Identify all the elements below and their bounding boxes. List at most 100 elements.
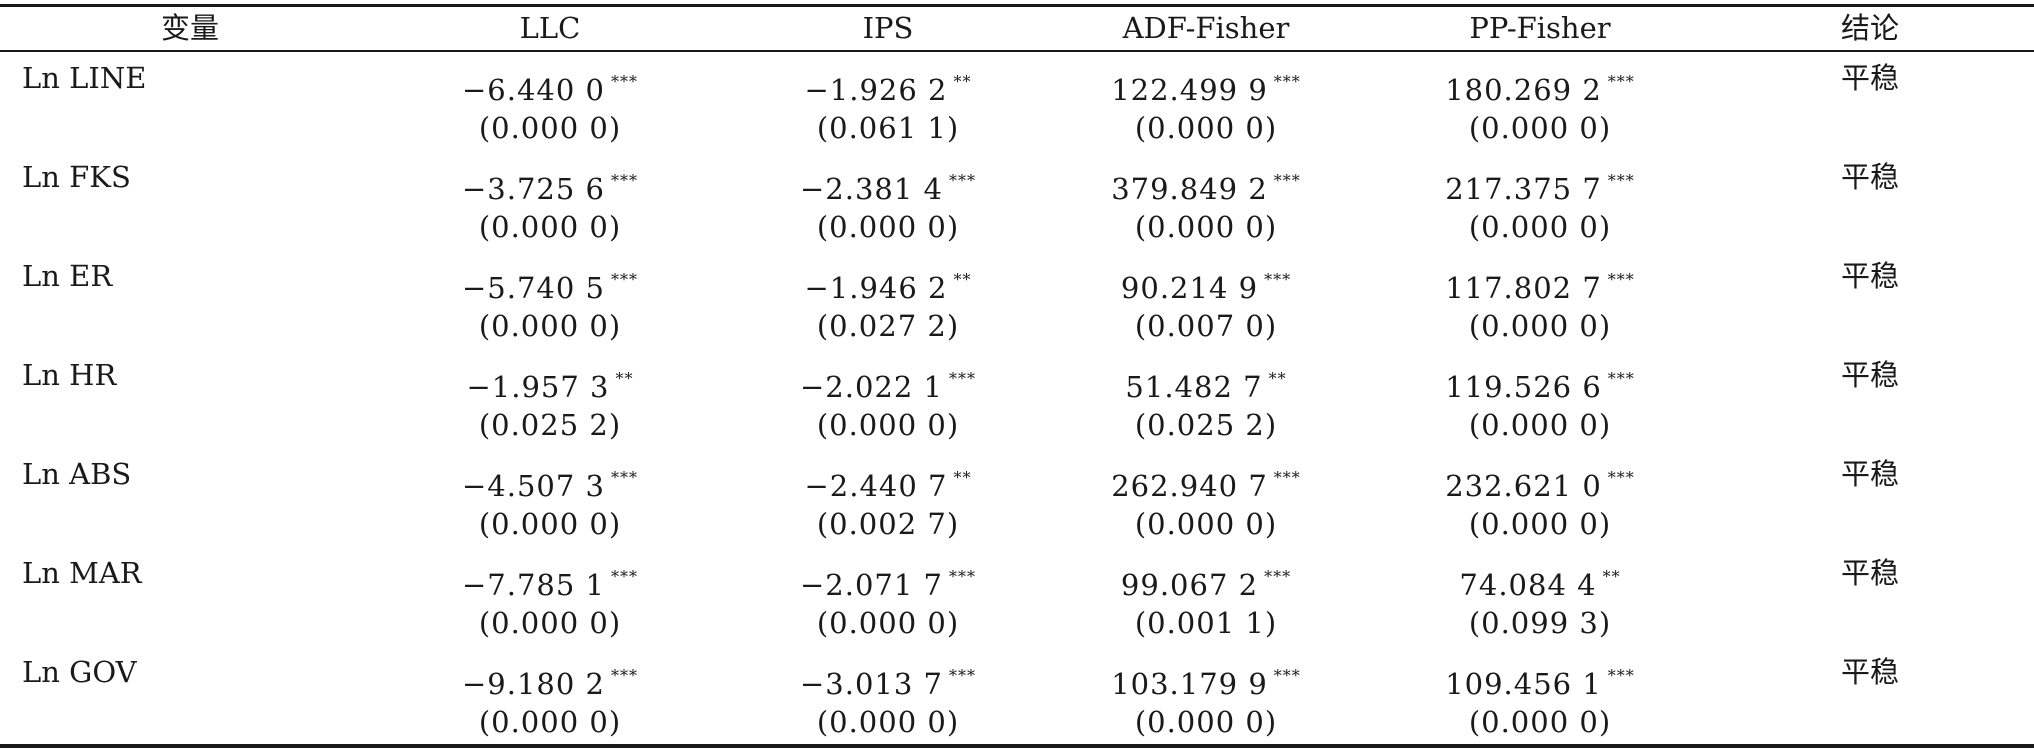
ips-p-value: (0.000 0) — [816, 408, 960, 442]
ips-p-value: (0.002 7) — [816, 507, 960, 541]
pp-statistic: 232.621 0 *** — [1390, 456, 1690, 503]
ips-p-value: (0.061 1) — [816, 111, 960, 145]
adf-statistic-value: 262.940 7 — [1111, 469, 1268, 503]
significance-stars: *** — [1273, 171, 1301, 190]
ips-statistic: −2.071 7 *** — [738, 555, 1038, 602]
header-adf-fisher: ADF-Fisher — [1122, 11, 1290, 45]
pp-statistic-value: 232.621 0 — [1445, 469, 1602, 503]
ips-statistic-value: −3.013 7 — [800, 667, 943, 701]
significance-stars: *** — [1273, 468, 1301, 487]
header-rule — [0, 50, 2034, 52]
llc-p-value: (0.025 2) — [478, 408, 622, 442]
adf-statistic-value: 122.499 9 — [1111, 73, 1268, 107]
ips-statistic: −1.926 2 ** — [738, 60, 1038, 107]
conclusion-cell: 平稳 — [1840, 358, 1899, 392]
llc-p-value: (0.000 0) — [478, 705, 622, 739]
variable-name: Ln HR — [22, 358, 117, 392]
adf-statistic: 99.067 2 *** — [1056, 555, 1356, 602]
adf-p-value: (0.000 0) — [1134, 111, 1278, 145]
llc-statistic-value: −9.180 2 — [462, 667, 605, 701]
llc-statistic-value: −1.957 3 — [466, 370, 610, 404]
variable-name: Ln ABS — [22, 457, 132, 491]
variable-name: Ln FKS — [22, 160, 131, 194]
conclusion-cell: 平稳 — [1840, 655, 1899, 689]
pp-statistic-value: 109.456 1 — [1445, 667, 1602, 701]
ips-statistic: −2.381 4 *** — [738, 159, 1038, 206]
ips-statistic-value: −1.946 2 — [804, 271, 948, 305]
adf-p-value: (0.000 0) — [1134, 507, 1278, 541]
adf-p-value: (0.025 2) — [1134, 408, 1278, 442]
variable-name: Ln GOV — [22, 655, 137, 689]
adf-statistic-value: 103.179 9 — [1111, 667, 1268, 701]
table-row: Ln ABS −4.507 3 *** (0.000 0) −2.440 7 ** (0.0… — [0, 448, 2034, 547]
table-row: Ln MAR −7.785 1 *** (0.000 0) −2.071 7 *** (0.… — [0, 547, 2034, 646]
pp-statistic: 117.802 7 *** — [1390, 258, 1690, 305]
significance-stars: *** — [1264, 567, 1292, 586]
ips-p-value: (0.000 0) — [816, 210, 960, 244]
llc-statistic: −5.740 5 *** — [400, 258, 700, 305]
significance-stars: *** — [949, 666, 976, 685]
significance-stars: *** — [949, 171, 976, 190]
adf-p-value: (0.001 1) — [1134, 606, 1278, 640]
pp-statistic-value: 117.802 7 — [1445, 271, 1602, 305]
adf-statistic: 103.179 9 *** — [1056, 654, 1356, 701]
adf-statistic: 51.482 7 ** — [1056, 357, 1356, 404]
pp-p-value: (0.099 3) — [1468, 606, 1612, 640]
conclusion-cell: 平稳 — [1840, 160, 1899, 194]
adf-statistic: 379.849 2 *** — [1056, 159, 1356, 206]
llc-statistic-value: −7.785 1 — [462, 568, 605, 602]
pp-p-value: (0.000 0) — [1468, 111, 1612, 145]
llc-statistic-value: −6.440 0 — [462, 73, 605, 107]
significance-stars: *** — [1607, 666, 1635, 685]
significance-stars: *** — [1607, 171, 1635, 190]
conclusion-cell: 平稳 — [1840, 259, 1899, 293]
pp-statistic: 74.084 4 ** — [1390, 555, 1690, 602]
adf-statistic-value: 379.849 2 — [1111, 172, 1268, 206]
pp-statistic: 217.375 7 *** — [1390, 159, 1690, 206]
significance-stars: ** — [615, 369, 634, 388]
adf-p-value: (0.000 0) — [1134, 705, 1278, 739]
table-row: Ln FKS −3.725 6 *** (0.000 0) −2.381 4 *** (0.… — [0, 151, 2034, 250]
pp-p-value: (0.000 0) — [1468, 210, 1612, 244]
ips-statistic: −2.022 1 *** — [738, 357, 1038, 404]
significance-stars: *** — [1273, 666, 1301, 685]
llc-statistic: −1.957 3 ** — [400, 357, 700, 404]
llc-statistic: −3.725 6 *** — [400, 159, 700, 206]
significance-stars: *** — [1273, 72, 1301, 91]
llc-p-value: (0.000 0) — [478, 606, 622, 640]
llc-p-value: (0.000 0) — [478, 210, 622, 244]
llc-statistic-value: −3.725 6 — [462, 172, 605, 206]
significance-stars: *** — [949, 567, 976, 586]
llc-statistic: −6.440 0 *** — [400, 60, 700, 107]
ips-statistic-value: −1.926 2 — [804, 73, 948, 107]
ips-statistic: −2.440 7 ** — [738, 456, 1038, 503]
ips-statistic-value: −2.022 1 — [800, 370, 943, 404]
pp-statistic-value: 119.526 6 — [1445, 370, 1602, 404]
llc-statistic-value: −4.507 3 — [462, 469, 605, 503]
significance-stars: ** — [1602, 567, 1621, 586]
significance-stars: *** — [611, 171, 638, 190]
llc-statistic-value: −5.740 5 — [462, 271, 605, 305]
ips-statistic-value: −2.381 4 — [800, 172, 943, 206]
conclusion-cell: 平稳 — [1840, 457, 1899, 491]
llc-p-value: (0.000 0) — [478, 111, 622, 145]
header-variable: 变量 — [160, 11, 219, 45]
significance-stars: *** — [611, 567, 638, 586]
significance-stars: *** — [611, 468, 638, 487]
table-row: Ln ER −5.740 5 *** (0.000 0) −1.946 2 ** (0.02… — [0, 250, 2034, 349]
significance-stars: *** — [611, 72, 638, 91]
pp-statistic: 109.456 1 *** — [1390, 654, 1690, 701]
pp-statistic-value: 180.269 2 — [1445, 73, 1602, 107]
header-llc: LLC — [519, 11, 581, 45]
significance-stars: ** — [1268, 369, 1287, 388]
ips-statistic-value: −2.071 7 — [800, 568, 943, 602]
adf-statistic: 262.940 7 *** — [1056, 456, 1356, 503]
conclusion-cell: 平稳 — [1840, 61, 1899, 95]
header-conclusion: 结论 — [1840, 11, 1899, 45]
significance-stars: *** — [1607, 468, 1635, 487]
pp-statistic-value: 217.375 7 — [1445, 172, 1602, 206]
ips-p-value: (0.000 0) — [816, 606, 960, 640]
top-rule — [0, 4, 2034, 7]
llc-statistic: −9.180 2 *** — [400, 654, 700, 701]
